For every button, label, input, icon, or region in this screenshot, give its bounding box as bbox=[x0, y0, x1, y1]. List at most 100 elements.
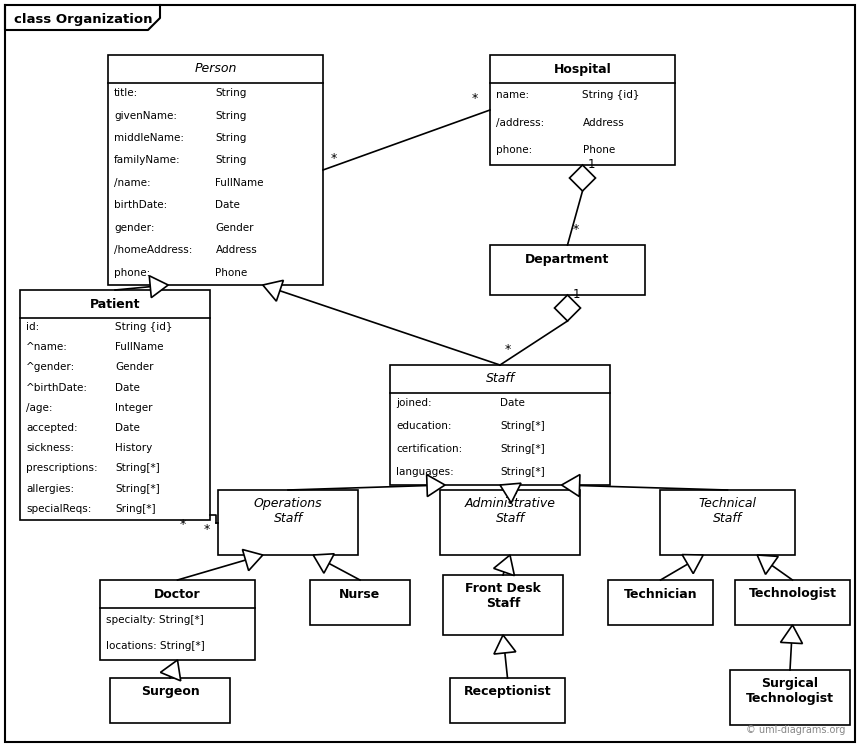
Text: Gender: Gender bbox=[115, 362, 153, 373]
Text: Address: Address bbox=[216, 245, 257, 255]
Bar bbox=[100, 580, 255, 660]
Polygon shape bbox=[562, 474, 580, 497]
Text: Doctor: Doctor bbox=[154, 587, 201, 601]
Text: FullName: FullName bbox=[216, 178, 264, 188]
Text: *: * bbox=[180, 518, 187, 531]
Polygon shape bbox=[263, 280, 284, 301]
Text: *: * bbox=[505, 343, 511, 356]
Text: Date: Date bbox=[500, 398, 525, 409]
Text: String: String bbox=[216, 111, 247, 120]
Text: String: String bbox=[216, 155, 247, 165]
Text: Department: Department bbox=[525, 252, 610, 265]
Text: String[*]: String[*] bbox=[500, 444, 544, 454]
Text: String: String bbox=[216, 88, 247, 98]
Text: /homeAddress:: /homeAddress: bbox=[114, 245, 193, 255]
Text: certification:: certification: bbox=[396, 444, 463, 454]
Text: id:: id: bbox=[26, 322, 40, 332]
Text: name:: name: bbox=[496, 90, 529, 100]
Text: String[*]: String[*] bbox=[500, 421, 544, 431]
Bar bbox=[218, 490, 358, 555]
Polygon shape bbox=[682, 554, 703, 574]
Text: languages:: languages: bbox=[396, 468, 454, 477]
Text: String[*]: String[*] bbox=[115, 484, 160, 494]
Text: Administrative
Staff: Administrative Staff bbox=[464, 497, 556, 525]
Bar bbox=[450, 678, 565, 723]
Text: 1: 1 bbox=[587, 158, 595, 171]
Text: Technologist: Technologist bbox=[748, 587, 837, 601]
Text: familyName:: familyName: bbox=[114, 155, 181, 165]
Text: allergies:: allergies: bbox=[26, 484, 74, 494]
Text: 1: 1 bbox=[573, 288, 580, 301]
Text: class Organization: class Organization bbox=[14, 13, 152, 26]
Text: Patient: Patient bbox=[89, 297, 140, 311]
Text: Hospital: Hospital bbox=[554, 63, 611, 75]
Text: Date: Date bbox=[216, 200, 241, 211]
Polygon shape bbox=[161, 660, 181, 681]
Text: joined:: joined: bbox=[396, 398, 432, 409]
Text: *: * bbox=[331, 152, 337, 165]
Text: locations: String[*]: locations: String[*] bbox=[106, 641, 205, 651]
Polygon shape bbox=[494, 635, 516, 654]
Text: /age:: /age: bbox=[26, 403, 52, 413]
Polygon shape bbox=[494, 555, 514, 576]
Polygon shape bbox=[757, 555, 778, 574]
Bar bbox=[390, 365, 610, 485]
Text: Technical
Staff: Technical Staff bbox=[698, 497, 757, 525]
Text: middleName:: middleName: bbox=[114, 133, 184, 143]
Text: givenName:: givenName: bbox=[114, 111, 177, 120]
Text: Integer: Integer bbox=[115, 403, 152, 413]
Text: ^name:: ^name: bbox=[26, 342, 68, 353]
Text: String: String bbox=[216, 133, 247, 143]
Text: Surgical
Technologist: Surgical Technologist bbox=[746, 677, 834, 705]
Text: © uml-diagrams.org: © uml-diagrams.org bbox=[746, 725, 845, 735]
Text: Date: Date bbox=[115, 423, 140, 433]
Polygon shape bbox=[500, 483, 521, 503]
Text: FullName: FullName bbox=[115, 342, 163, 353]
Bar bbox=[735, 580, 850, 625]
Bar bbox=[108, 55, 323, 285]
Text: Front Desk
Staff: Front Desk Staff bbox=[465, 582, 541, 610]
Bar bbox=[310, 580, 410, 625]
Bar bbox=[608, 580, 713, 625]
Polygon shape bbox=[313, 554, 335, 573]
Text: String {id}: String {id} bbox=[115, 322, 173, 332]
Text: Phone: Phone bbox=[582, 145, 615, 155]
Text: prescriptions:: prescriptions: bbox=[26, 463, 98, 474]
Bar bbox=[660, 490, 795, 555]
Text: Operations
Staff: Operations Staff bbox=[254, 497, 322, 525]
Text: *: * bbox=[472, 92, 478, 105]
Text: gender:: gender: bbox=[114, 223, 155, 233]
Text: Address: Address bbox=[582, 117, 624, 128]
Text: ^birthDate:: ^birthDate: bbox=[26, 382, 88, 393]
Text: specialty: String[*]: specialty: String[*] bbox=[106, 615, 204, 624]
Bar bbox=[443, 575, 563, 635]
Text: String {id}: String {id} bbox=[582, 90, 640, 100]
Polygon shape bbox=[150, 276, 169, 297]
Text: phone:: phone: bbox=[496, 145, 532, 155]
Bar bbox=[730, 670, 850, 725]
Text: *: * bbox=[204, 522, 210, 536]
Text: Staff: Staff bbox=[485, 373, 514, 385]
Text: *: * bbox=[573, 223, 579, 236]
Bar bbox=[20, 290, 210, 520]
Bar bbox=[440, 490, 580, 555]
Bar bbox=[490, 55, 675, 165]
Text: /address:: /address: bbox=[496, 117, 544, 128]
Text: title:: title: bbox=[114, 88, 138, 98]
Text: Date: Date bbox=[115, 382, 140, 393]
Text: String[*]: String[*] bbox=[500, 468, 544, 477]
Text: Gender: Gender bbox=[216, 223, 254, 233]
Text: education:: education: bbox=[396, 421, 452, 431]
Text: sickness:: sickness: bbox=[26, 443, 74, 453]
Polygon shape bbox=[427, 474, 445, 497]
Text: accepted:: accepted: bbox=[26, 423, 77, 433]
Polygon shape bbox=[781, 625, 802, 644]
Bar bbox=[110, 678, 230, 723]
Text: History: History bbox=[115, 443, 152, 453]
Text: Sring[*]: Sring[*] bbox=[115, 504, 156, 514]
Polygon shape bbox=[555, 295, 581, 321]
Text: Person: Person bbox=[194, 63, 237, 75]
Text: Phone: Phone bbox=[216, 267, 248, 278]
Text: Technician: Technician bbox=[624, 587, 697, 601]
Text: birthDate:: birthDate: bbox=[114, 200, 167, 211]
